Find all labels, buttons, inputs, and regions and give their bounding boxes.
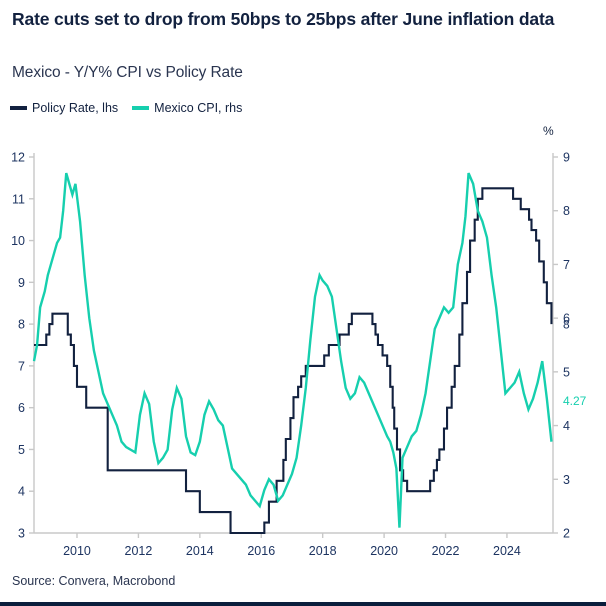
source-note: Source: Convera, Macrobond [12,574,176,588]
page-title: Rate cuts set to drop from 50bps to 25bp… [12,9,555,29]
right-axis-tick-label: 5 [563,365,570,379]
legend-label-mexico-cpi: Mexico CPI, rhs [154,101,243,115]
series-line-policy-rate [34,187,553,535]
series-line-mexico-cpi [32,172,553,528]
left-axis-tick-label: 7 [18,359,25,373]
left-axis-tick-label: 12 [11,151,25,165]
right-axis-tick-label: 9 [563,151,570,165]
x-axis-tick-label: 2018 [309,544,337,558]
left-axis-tick-label: 6 [18,401,25,415]
x-axis-tick-label: 2022 [432,544,460,558]
end-label-mexico-cpi: 4.27 [563,394,587,408]
legend-item-mexico-cpi[interactable]: Mexico CPI, rhs [132,101,242,115]
right-axis-tick-label: 6 [563,312,570,326]
right-axis-unit-label: % [543,124,554,138]
x-axis-tick-label: 2010 [63,544,91,558]
right-axis-tick-label: 7 [563,258,570,272]
legend-swatch-policy-rate [10,106,27,110]
left-axis-tick-label: 9 [18,276,25,290]
x-axis-tick-label: 2024 [493,544,521,558]
x-axis-tick-label: 2014 [186,544,214,558]
right-axis-tick-label: 2 [563,527,570,541]
legend-item-policy-rate[interactable]: Policy Rate, lhs [10,101,118,115]
left-axis-tick-label: 11 [12,192,25,206]
chart-legend: Policy Rate, lhs Mexico CPI, rhs [10,98,242,118]
x-axis-tick-label: 2020 [370,544,398,558]
chart-subtitle: Mexico - Y/Y% CPI vs Policy Rate [12,64,243,81]
left-axis-tick-label: 10 [11,234,25,248]
left-axis-tick-label: 4 [18,485,25,499]
right-axis-tick-label: 8 [563,204,570,218]
x-axis-tick-label: 2012 [125,544,153,558]
x-axis-tick-label: 2016 [247,544,275,558]
end-label-policy-rate: 8 [563,318,570,332]
legend-label-policy-rate: Policy Rate, lhs [32,101,119,115]
legend-swatch-mexico-cpi [132,106,150,110]
right-axis-tick-label: 3 [563,473,570,487]
left-axis-tick-label: 5 [18,443,25,457]
left-axis-tick-label: 3 [18,527,25,541]
right-axis-tick-label: 4 [563,419,570,433]
left-axis-tick-label: 8 [18,318,25,332]
